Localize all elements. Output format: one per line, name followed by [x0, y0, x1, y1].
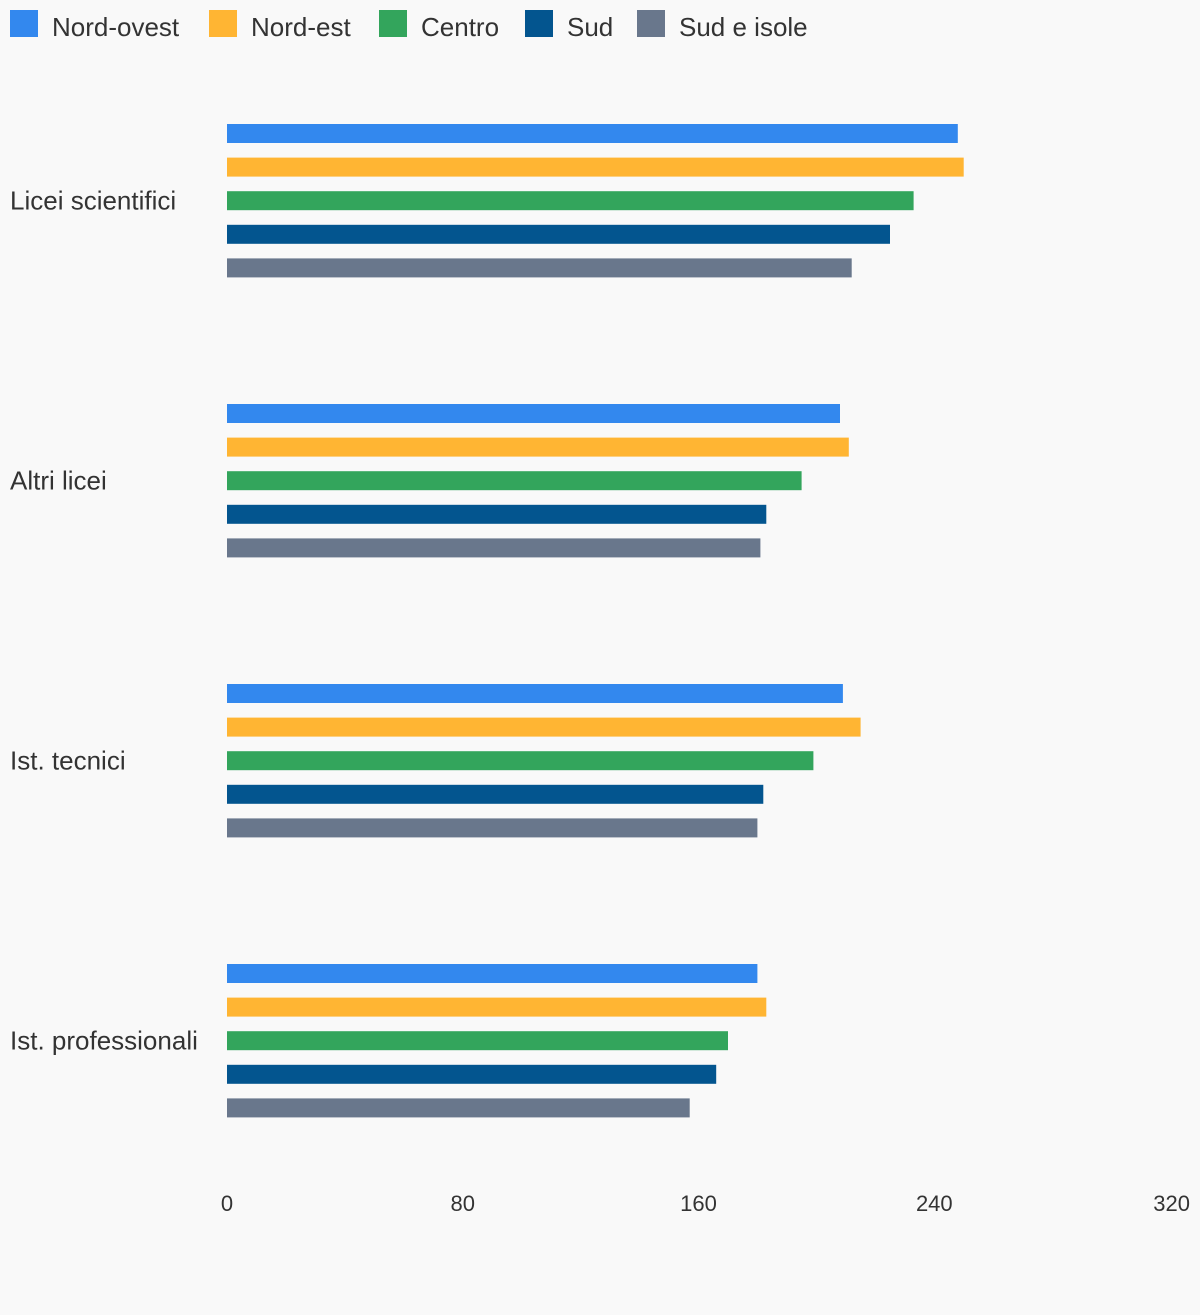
- bar-sud: [227, 1064, 717, 1084]
- bar-group-ist-tecnici: [227, 684, 861, 838]
- category-label: Licei scientifici: [10, 186, 176, 216]
- bar-nord-ovest: [227, 964, 758, 983]
- x-axis: 0 80 160 240 320: [221, 1191, 1190, 1216]
- legend-item-nord-est: Nord-est: [209, 10, 351, 42]
- bar-sud-e-isole: [227, 818, 758, 838]
- x-tick-label: 0: [221, 1191, 233, 1216]
- legend-swatch: [637, 10, 665, 37]
- legend-item-centro: Centro: [379, 10, 499, 42]
- x-tick-label: 240: [916, 1191, 953, 1216]
- bar-centro: [227, 471, 802, 491]
- category-label: Ist. professionali: [10, 1026, 198, 1056]
- category-labels: Licei scientifici Altri licei Ist. tecnici…: [10, 186, 198, 1056]
- legend-swatch: [379, 10, 407, 37]
- legend-label: Nord-ovest: [52, 12, 180, 42]
- bar-sud-e-isole: [227, 1098, 690, 1118]
- bar-centro: [227, 1031, 728, 1051]
- legend-item-sud-e-isole: Sud e isole: [637, 10, 808, 42]
- legend-label: Sud: [567, 12, 613, 42]
- legend: Nord-ovest Nord-est Centro Sud Sud e isole: [10, 10, 808, 42]
- bar-sud: [227, 504, 767, 524]
- bar-group-ist-professionali: [227, 964, 767, 1118]
- legend-item-sud: Sud: [525, 10, 613, 42]
- bar-nord-est: [227, 717, 861, 737]
- bars: [227, 124, 964, 1118]
- bar-sud: [227, 224, 890, 244]
- category-label: Altri licei: [10, 466, 107, 496]
- x-tick-label: 80: [451, 1191, 475, 1216]
- bar-group-altri-licei: [227, 404, 849, 558]
- legend-swatch: [10, 10, 38, 37]
- x-tick-label: 160: [680, 1191, 717, 1216]
- bar-sud-e-isole: [227, 258, 852, 278]
- category-label: Ist. tecnici: [10, 746, 126, 776]
- legend-swatch: [525, 10, 553, 37]
- bar-centro: [227, 191, 914, 211]
- bar-nord-ovest: [227, 684, 843, 703]
- x-tick-label: 320: [1153, 1191, 1190, 1216]
- bar-sud: [227, 784, 764, 804]
- bar-nord-ovest: [227, 404, 840, 423]
- bar-nord-est: [227, 997, 767, 1017]
- bar-centro: [227, 751, 814, 771]
- bar-nord-est: [227, 157, 964, 177]
- legend-label: Sud e isole: [679, 12, 808, 42]
- legend-item-nord-ovest: Nord-ovest: [10, 10, 180, 42]
- bar-group-licei-scientifici: [227, 124, 964, 278]
- bar-sud-e-isole: [227, 538, 761, 558]
- legend-label: Centro: [421, 12, 499, 42]
- bar-nord-est: [227, 437, 849, 457]
- bar-nord-ovest: [227, 124, 958, 143]
- legend-label: Nord-est: [251, 12, 351, 42]
- legend-swatch: [209, 10, 237, 37]
